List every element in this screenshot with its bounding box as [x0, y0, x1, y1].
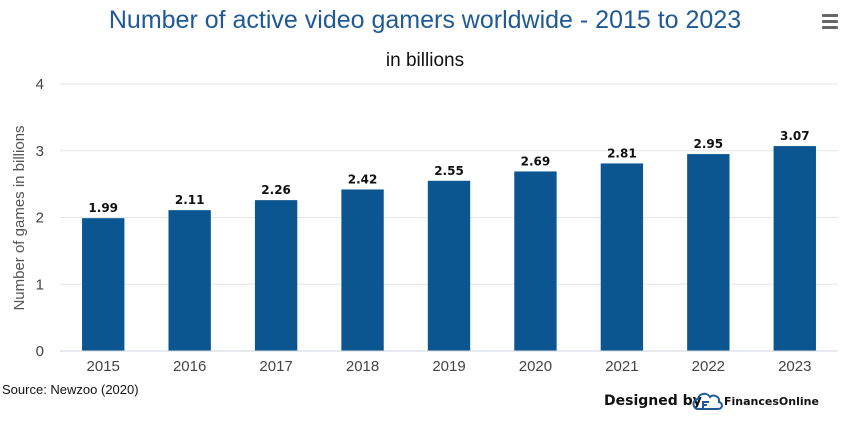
data-label-2021: 2.81 [607, 146, 637, 160]
bar-2023[interactable] [773, 146, 816, 351]
financesonline-logo-icon [692, 392, 723, 410]
data-label-2017: 2.26 [261, 183, 291, 197]
bar-2022[interactable] [687, 154, 730, 351]
bar-2020[interactable] [514, 171, 557, 351]
source-text: Source: Newzoo (2020) [2, 382, 139, 397]
bar-2019[interactable] [427, 180, 471, 351]
x-tick-label-2022: 2022 [692, 358, 725, 375]
chart-subtitle: in billions [386, 50, 464, 71]
designed-by-text: Designed by [604, 393, 702, 409]
y-tick-label: 3 [36, 143, 44, 160]
chart-menu-button[interactable] [818, 10, 842, 32]
y-tick-label: 1 [36, 276, 44, 293]
bar-2015[interactable] [82, 218, 125, 351]
data-label-2015: 1.99 [88, 201, 118, 215]
y-tick-label: 0 [36, 343, 44, 360]
data-label-2023: 3.07 [780, 129, 810, 143]
x-tick-label-2021: 2021 [605, 358, 638, 375]
x-tick-label-2016: 2016 [173, 358, 206, 375]
chart-title: Number of active video gamers worldwide … [109, 6, 741, 34]
y-tick-label: 4 [36, 76, 44, 93]
y-tick-label: 2 [36, 210, 44, 227]
data-labels: 1.99 2.11 2.26 2.42 2.55 2.69 2.81 2.95 3.07 [88, 129, 809, 215]
data-label-2016: 2.11 [175, 193, 205, 207]
data-label-2020: 2.69 [521, 154, 551, 168]
x-axis-ticks: 2015 2016 2017 2018 2019 2020 2021 2022 2023 [87, 358, 812, 375]
bar-2021[interactable] [600, 163, 644, 351]
data-label-2018: 2.42 [348, 172, 378, 186]
hamburger-menu-icon [822, 14, 838, 29]
brand-name: FinancesOnline [724, 395, 819, 408]
data-label-2019: 2.55 [434, 164, 464, 178]
bar-2016[interactable] [168, 210, 211, 351]
x-tick-label-2020: 2020 [519, 358, 552, 375]
y-axis-ticks: 0 1 2 3 4 [36, 76, 44, 360]
data-label-2022: 2.95 [694, 137, 724, 151]
bar-2017[interactable] [254, 200, 298, 351]
x-tick-label-2019: 2019 [432, 358, 465, 375]
bar-series [82, 146, 816, 351]
x-tick-label-2017: 2017 [259, 358, 292, 375]
y-axis-title: Number of games in billions [11, 125, 28, 310]
x-tick-label-2023: 2023 [778, 358, 811, 375]
x-tick-label-2018: 2018 [346, 358, 379, 375]
bar-2018[interactable] [341, 189, 384, 351]
x-tick-label-2015: 2015 [87, 358, 120, 375]
